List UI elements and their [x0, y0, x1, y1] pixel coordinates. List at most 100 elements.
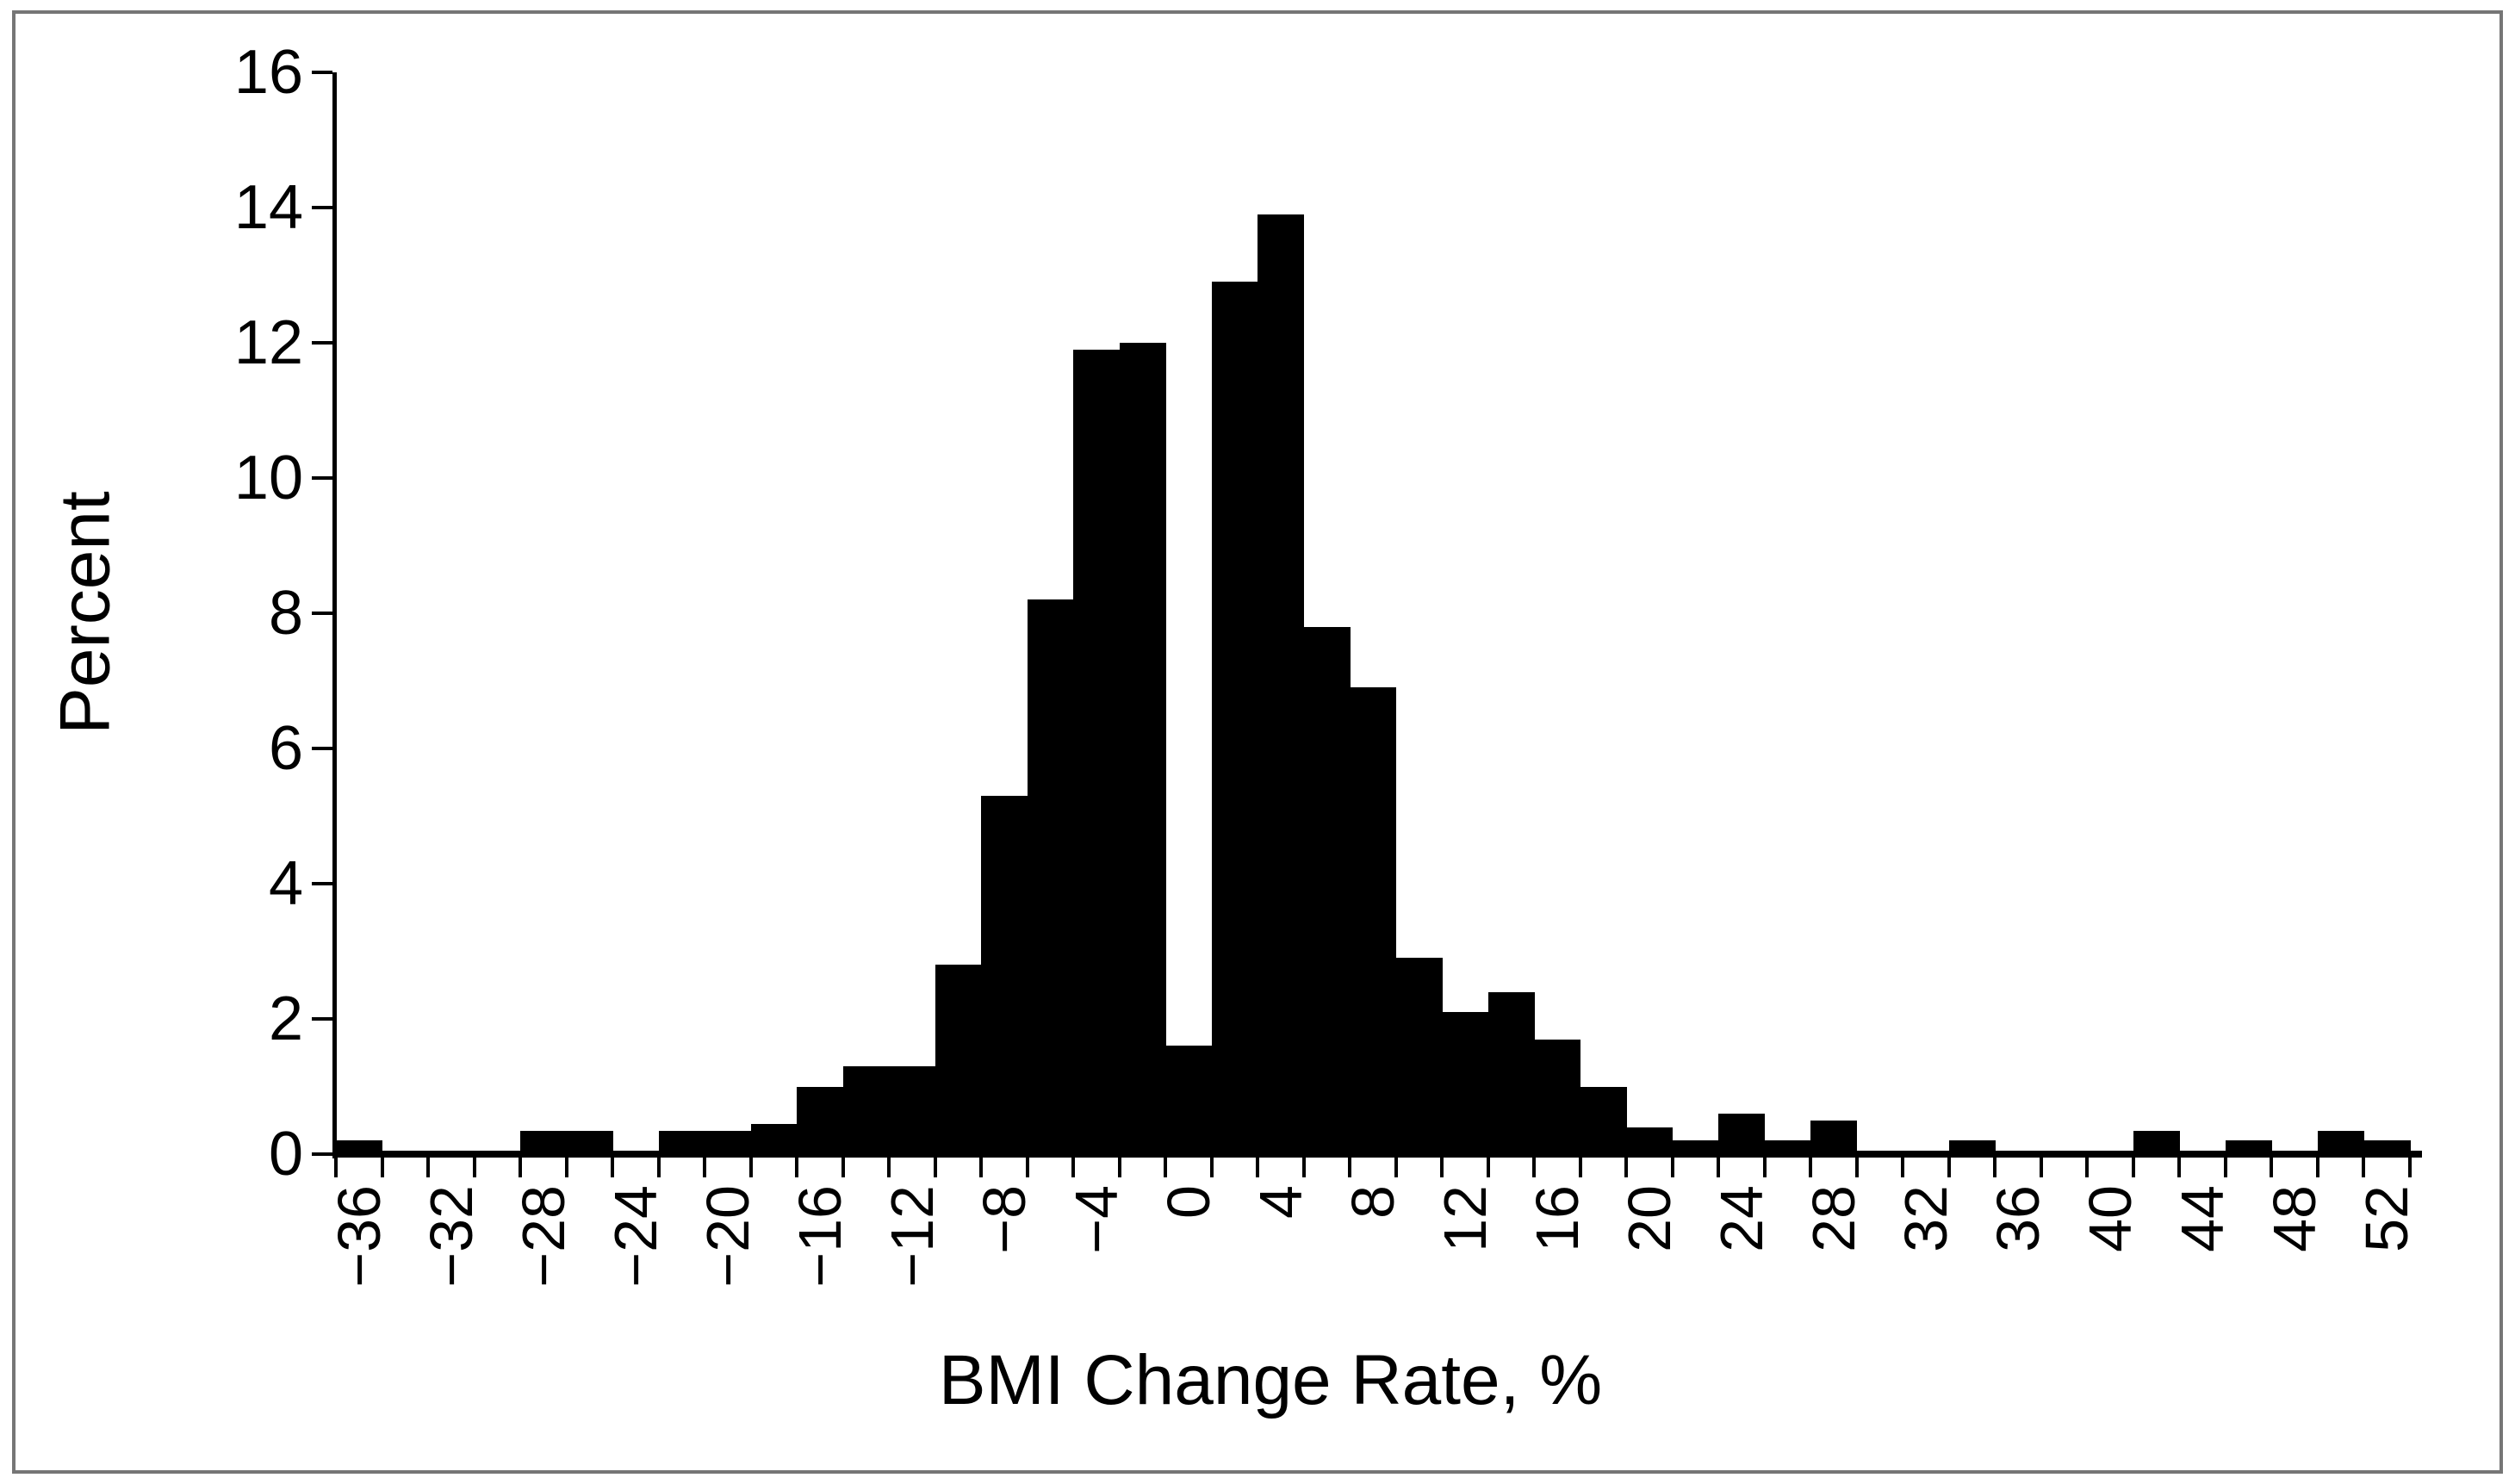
x-axis-tick-label: 48: [2261, 1185, 2329, 1252]
x-axis-tick-label: −28: [509, 1185, 577, 1288]
x-axis-tick: [887, 1158, 891, 1177]
histogram-bar: [935, 965, 982, 1154]
x-axis-tick: [1025, 1158, 1029, 1177]
x-axis-tick: [933, 1158, 937, 1177]
y-axis-tick-label: 8: [268, 579, 303, 648]
y-axis-tick: [312, 206, 332, 209]
y-axis-tick-label: 14: [233, 173, 303, 242]
x-axis-tick: [1394, 1158, 1398, 1177]
x-axis-tick-label: 4: [1246, 1185, 1314, 1219]
y-axis-tick: [312, 341, 332, 345]
x-axis-tick: [1532, 1158, 1537, 1177]
y-axis-tick: [312, 747, 332, 750]
histogram-bar: [1626, 1127, 1674, 1154]
x-axis-tick: [1624, 1158, 1629, 1177]
y-axis-tick-label: 10: [233, 444, 303, 512]
histogram-bar: [1027, 599, 1074, 1154]
x-axis-tick: [2362, 1158, 2366, 1177]
x-axis-tick-label: 20: [1616, 1185, 1684, 1252]
x-axis-tick: [1256, 1158, 1260, 1177]
y-axis-tick-label: 16: [233, 38, 303, 107]
x-axis-tick-label: −16: [786, 1185, 854, 1288]
x-axis-tick: [2177, 1158, 2182, 1177]
histogram-bar: [1534, 1039, 1581, 1154]
x-axis-tick-label: 36: [1984, 1185, 2052, 1252]
histogram-bar: [705, 1130, 752, 1154]
histogram-bar: [750, 1123, 798, 1154]
x-axis-tick: [1301, 1158, 1306, 1177]
histogram-bar: [1350, 687, 1397, 1154]
y-axis-tick-label: 12: [233, 308, 303, 377]
x-axis-tick: [1809, 1158, 1813, 1177]
x-axis-tick: [979, 1158, 984, 1177]
x-axis-tick: [1486, 1158, 1490, 1177]
histogram-bar: [1718, 1113, 1766, 1154]
x-axis-tick: [380, 1158, 384, 1177]
x-axis-tick-label: −20: [693, 1185, 761, 1288]
x-axis-tick-label: −4: [1062, 1185, 1130, 1254]
x-axis-tick: [426, 1158, 431, 1177]
x-axis-tick: [841, 1158, 845, 1177]
histogram-bar: [1303, 626, 1351, 1154]
histogram-bar: [1073, 349, 1121, 1154]
histogram-bar: [842, 1065, 890, 1154]
x-axis-tick: [1209, 1158, 1214, 1177]
x-axis-tick: [1670, 1158, 1674, 1177]
x-axis-tick: [2085, 1158, 2090, 1177]
x-axis-tick-label: −32: [417, 1185, 485, 1288]
y-axis-tick-label: 6: [268, 714, 303, 783]
x-axis-tick-label: 24: [1708, 1185, 1776, 1252]
x-axis-title: BMI Change Rate, %: [938, 1341, 1603, 1419]
y-axis-tick-label: 4: [268, 849, 303, 918]
x-axis-tick-label: 40: [2077, 1185, 2145, 1252]
x-axis-tick: [1348, 1158, 1352, 1177]
x-axis-tick: [2408, 1158, 2412, 1177]
y-axis-tick: [312, 612, 332, 615]
histogram-bar: [566, 1130, 613, 1154]
x-axis-tick: [1993, 1158, 1997, 1177]
x-axis-tick: [2131, 1158, 2135, 1177]
x-axis-tick: [795, 1158, 799, 1177]
histogram-bar: [2133, 1130, 2181, 1154]
y-axis-tick-label: 2: [268, 984, 303, 1053]
x-axis-tick: [472, 1158, 476, 1177]
y-axis-title: Percent: [46, 491, 125, 735]
x-axis-tick: [748, 1158, 753, 1177]
x-axis-tick: [656, 1158, 661, 1177]
histogram-bar: [1395, 958, 1443, 1154]
x-axis-tick: [2039, 1158, 2043, 1177]
y-axis-tick: [312, 1152, 332, 1156]
x-axis-tick-label: 16: [1524, 1185, 1592, 1252]
histogram-bar: [520, 1130, 568, 1154]
x-axis-tick: [1117, 1158, 1121, 1177]
x-axis-tick: [1762, 1158, 1767, 1177]
histogram-bar: [1810, 1120, 1858, 1154]
x-axis-tick: [1717, 1158, 1721, 1177]
x-axis-tick: [2223, 1158, 2227, 1177]
y-axis-tick: [312, 882, 332, 885]
x-axis-line: [332, 1151, 2422, 1158]
x-axis-tick-label: 8: [1339, 1185, 1407, 1219]
figure-border: [12, 10, 2503, 1474]
x-axis-tick: [703, 1158, 707, 1177]
x-axis-tick-label: −12: [878, 1185, 946, 1288]
histogram-bar: [889, 1065, 936, 1154]
x-axis-tick-label: 44: [2169, 1185, 2237, 1252]
x-axis-tick-label: −8: [970, 1185, 1038, 1254]
x-axis-tick: [1164, 1158, 1168, 1177]
x-axis-tick-label: 32: [1892, 1185, 1960, 1252]
x-axis-tick-label: −36: [325, 1185, 393, 1288]
histogram-bar: [1442, 1012, 1489, 1154]
histogram-bar: [1258, 214, 1305, 1154]
histogram-bar: [981, 795, 1028, 1154]
x-axis-tick: [1901, 1158, 1905, 1177]
y-axis-tick: [312, 1017, 332, 1021]
histogram-bar: [1487, 991, 1535, 1154]
histogram-bar: [797, 1086, 844, 1154]
x-axis-tick: [334, 1158, 338, 1177]
x-axis-tick: [611, 1158, 615, 1177]
y-axis-tick: [312, 71, 332, 74]
x-axis-tick-label: 28: [1800, 1185, 1868, 1252]
